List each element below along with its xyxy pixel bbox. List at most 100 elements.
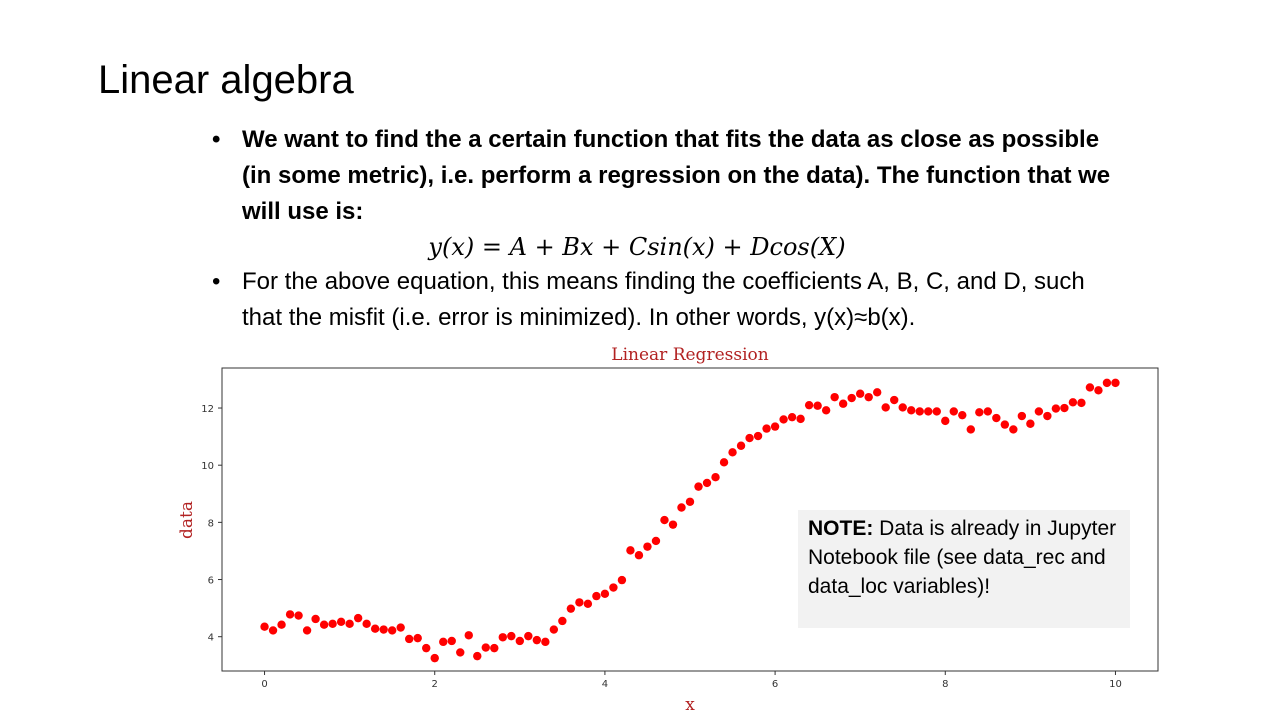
data-point: [949, 407, 958, 416]
data-point: [566, 604, 576, 613]
x-axis-label: x: [685, 695, 695, 715]
data-point: [277, 620, 286, 629]
data-point: [353, 613, 363, 623]
data-point: [975, 408, 984, 417]
data-point: [915, 407, 924, 416]
data-point: [575, 598, 584, 607]
data-point: [685, 497, 695, 506]
data-point: [694, 482, 703, 491]
data-point: [1085, 383, 1095, 392]
x-tick-label: 4: [602, 679, 608, 690]
regression-equation: y(x) = A + Bx + Csin(x) + Dcos(X): [428, 233, 846, 261]
data-points: [260, 378, 1120, 663]
data-point: [830, 392, 839, 402]
data-point: [345, 619, 354, 629]
plot-frame: [221, 367, 1159, 672]
data-point: [1077, 398, 1086, 408]
note-text: Data is already in Jupyter Notebook file…: [808, 517, 1117, 598]
data-point: [1017, 411, 1027, 421]
y-tick-label: 6: [208, 576, 214, 587]
data-point: [702, 478, 712, 488]
data-point: [745, 433, 754, 443]
data-point: [651, 536, 661, 546]
data-point: [430, 653, 439, 663]
data-point: [753, 431, 763, 441]
data-point: [311, 614, 320, 624]
x-tick-label: 2: [432, 679, 438, 690]
data-point: [719, 458, 729, 467]
data-point: [592, 591, 601, 601]
data-point: [1094, 386, 1103, 395]
data-point: [804, 400, 814, 410]
data-point: [609, 583, 618, 592]
data-point: [294, 611, 303, 620]
data-point: [515, 636, 525, 646]
slide-title: Linear algebra: [98, 58, 354, 102]
data-point: [873, 388, 882, 397]
data-point: [881, 403, 890, 412]
data-point: [498, 633, 507, 642]
chart-title: Linear Regression: [611, 345, 768, 365]
data-point: [668, 520, 678, 529]
data-point: [864, 392, 873, 402]
data-point: [711, 472, 720, 482]
y-axis-label: data: [177, 501, 197, 539]
data-point: [941, 416, 950, 426]
y-tick-label: 8: [208, 518, 214, 529]
data-point: [643, 542, 652, 551]
data-point: [1043, 411, 1052, 421]
data-point: [507, 631, 516, 641]
data-point: [992, 413, 1001, 423]
note-label: NOTE:: [808, 517, 874, 540]
x-tick-label: 8: [942, 679, 948, 690]
data-point: [770, 422, 780, 431]
data-point: [1068, 398, 1078, 407]
data-point: [1111, 378, 1120, 388]
data-point: [855, 389, 865, 398]
scatter-chart: Linear Regression 0 2 4 6 8 10 4 6 8 10 12 x data: [177, 345, 1159, 715]
y-tick-label: 12: [201, 404, 214, 415]
data-point: [490, 643, 499, 653]
data-point: [336, 617, 346, 627]
data-point: [983, 407, 993, 416]
data-point: [1009, 425, 1018, 434]
data-point: [379, 625, 388, 634]
data-point: [813, 401, 822, 410]
data-point: [456, 648, 465, 657]
data-point: [958, 410, 967, 420]
data-point: [660, 515, 669, 525]
data-point: [302, 626, 312, 635]
data-point: [439, 637, 448, 647]
data-point: [677, 503, 686, 512]
bullet-text-1: We want to find the a certain function t…: [242, 126, 1111, 225]
y-tick-label: 10: [201, 461, 214, 472]
data-point: [736, 441, 746, 450]
bullet-text-2: For the above equation, this means findi…: [242, 268, 1085, 331]
data-point: [268, 626, 278, 635]
bullet-dot-icon: •: [212, 268, 221, 295]
data-point: [1026, 419, 1035, 428]
data-point: [558, 616, 567, 626]
data-point: [728, 448, 737, 457]
x-tick-label: 10: [1109, 679, 1122, 690]
data-point: [1051, 404, 1061, 413]
x-tick-label: 0: [261, 679, 267, 690]
data-point: [634, 551, 644, 560]
bullet-item-2: • For the above equation, this means fin…: [212, 264, 1112, 336]
data-point: [549, 625, 559, 634]
data-point: [1000, 420, 1010, 429]
data-point: [405, 634, 414, 644]
data-point: [787, 412, 797, 422]
data-point: [473, 651, 482, 661]
data-point: [387, 626, 397, 635]
data-point: [285, 610, 295, 619]
chart-container: Linear Regression 0 2 4 6 8 10 4 6 8 10 12 x data: [0, 340, 1280, 720]
y-tick-label: 4: [208, 633, 214, 644]
data-point: [583, 599, 593, 609]
data-point: [626, 546, 635, 555]
data-point: [481, 643, 490, 652]
data-point: [762, 424, 771, 433]
data-point: [932, 407, 941, 416]
x-axis-ticks: 0 2 4 6 8 10: [261, 671, 1122, 690]
data-point: [966, 425, 975, 434]
